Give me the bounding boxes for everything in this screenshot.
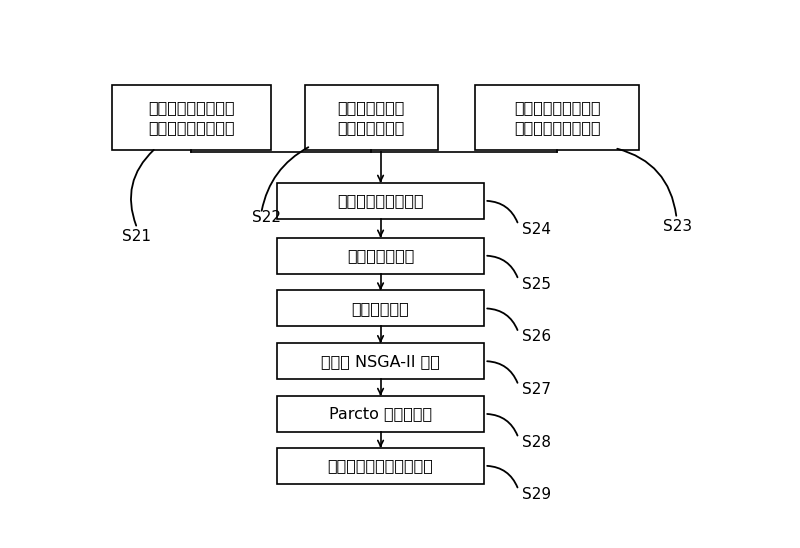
Text: S22: S22: [252, 210, 281, 225]
Text: 响应面方法运用: 响应面方法运用: [347, 248, 414, 263]
Bar: [277, 343, 485, 379]
Bar: [277, 238, 485, 273]
Text: S23: S23: [663, 219, 692, 235]
Text: 根据设计要求选择最优解: 根据设计要求选择最优解: [328, 458, 434, 473]
Bar: [277, 183, 485, 219]
Text: 几何和接触压力范围
多边界约束条件施加: 几何和接触压力范围 多边界约束条件施加: [514, 100, 601, 135]
Text: S27: S27: [522, 382, 550, 397]
Text: 优化模型建立: 优化模型建立: [352, 301, 410, 316]
Text: S25: S25: [522, 277, 550, 292]
Bar: [277, 290, 485, 326]
Text: S21: S21: [122, 229, 150, 244]
Bar: [475, 85, 639, 150]
Text: 改进的 NSGA-II 求解: 改进的 NSGA-II 求解: [321, 353, 440, 369]
Text: S28: S28: [522, 435, 550, 450]
Text: S26: S26: [522, 329, 550, 344]
Text: 系列有限元数值模拟: 系列有限元数值模拟: [338, 193, 424, 208]
Bar: [305, 85, 438, 150]
Bar: [277, 396, 485, 432]
Bar: [112, 85, 270, 150]
Bar: [277, 448, 485, 484]
Text: 密封面样条曲线描述
多优化设计变量定义: 密封面样条曲线描述 多优化设计变量定义: [148, 100, 234, 135]
Text: S24: S24: [522, 222, 550, 237]
Text: Parcto 最优解集合: Parcto 最优解集合: [329, 407, 432, 421]
Text: S29: S29: [522, 487, 550, 502]
Text: 密封面接触压力
多目标函数构造: 密封面接触压力 多目标函数构造: [338, 100, 405, 135]
